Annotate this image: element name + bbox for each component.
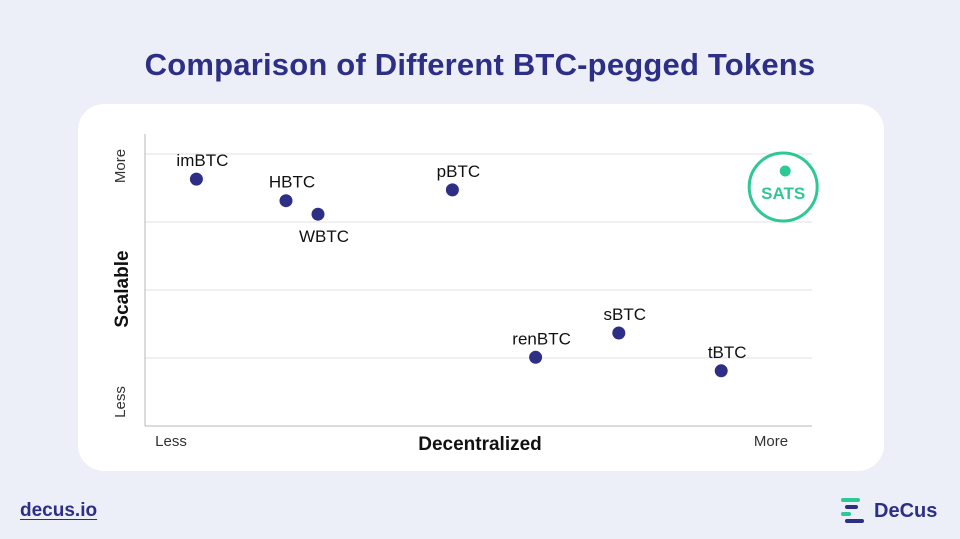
brand-name: DeCus (874, 499, 938, 522)
data-points: imBTC HBTC WBTC pBTC renBTC sBTC tBTC (176, 151, 747, 378)
scatter-chart: More Less Scalable Less More Decentraliz… (112, 134, 819, 455)
chart-card: More Less Scalable Less More Decentraliz… (78, 104, 884, 471)
point-label: imBTC (176, 151, 228, 170)
data-point (189, 172, 203, 186)
sats-highlight: SATS (747, 151, 819, 223)
data-point (612, 326, 626, 340)
data-point (529, 350, 543, 364)
decus-logo-icon (841, 498, 864, 523)
y-min-label: Less (112, 386, 129, 418)
point-label: tBTC (708, 343, 747, 362)
data-point (279, 194, 293, 208)
point-label: renBTC (512, 329, 571, 348)
point-label: HBTC (269, 173, 315, 192)
point-label: WBTC (299, 227, 349, 246)
data-point (714, 364, 728, 378)
sats-point (779, 165, 791, 177)
x-max-label: More (754, 433, 788, 450)
x-axis-title: Decentralized (418, 434, 542, 455)
point-label: pBTC (437, 162, 480, 181)
point-label: sBTC (604, 305, 647, 324)
sats-badge-ring (747, 151, 819, 223)
data-point (311, 207, 325, 221)
data-point (445, 183, 459, 197)
y-max-label: More (112, 149, 129, 183)
y-axis-title: Scalable (112, 250, 133, 327)
sats-label: SATS (761, 184, 805, 203)
grid-lines (145, 153, 812, 359)
decus-website-link[interactable]: decus.io (20, 500, 98, 521)
x-min-label: Less (155, 433, 187, 450)
brand: DeCus (841, 497, 937, 525)
page-title: Comparison of Different BTC-pegged Token… (144, 47, 816, 82)
